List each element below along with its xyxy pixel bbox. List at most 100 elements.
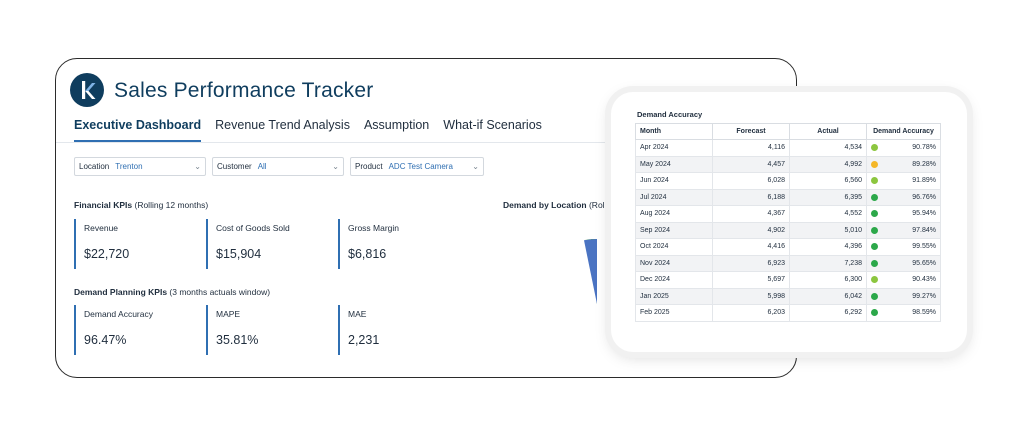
accuracy-value: 91.89% [912, 177, 936, 185]
mae-kpi-card: MAE 2,231 [338, 305, 460, 355]
status-dot-icon [871, 226, 878, 234]
chevron-down-icon: ⌄ [194, 162, 201, 171]
tab-executive-dashboard[interactable]: Executive Dashboard [74, 118, 202, 142]
accuracy-value: 99.55% [912, 243, 936, 251]
tab-revenue-trend-analysis[interactable]: Revenue Trend Analysis [215, 118, 350, 132]
cell-demand-accuracy: 95.94% [866, 205, 941, 223]
table-row: Jun 2024 6,028 6,560 91.89% [635, 172, 941, 190]
cell-actual: 4,992 [789, 155, 867, 173]
cell-actual: 6,395 [789, 188, 867, 206]
cell-demand-accuracy: 97.84% [866, 221, 941, 239]
location-filter[interactable]: Location Trenton ⌄ [74, 157, 206, 176]
accuracy-cell-content: 91.89% [871, 177, 936, 185]
pie-slice-small[interactable] [584, 239, 597, 304]
status-dot-icon [871, 210, 878, 218]
status-dot-icon [871, 292, 878, 300]
kpi-label: MAPE [216, 309, 241, 319]
app-title: Sales Performance Tracker [114, 79, 374, 102]
tab-divider [56, 142, 796, 143]
table-header-row: Month Forecast Actual Demand Accuracy [635, 123, 941, 140]
chevron-down-icon: ⌄ [332, 162, 339, 171]
location-filter-value: Trenton [115, 162, 143, 171]
cell-month: Jul 2024 [635, 188, 713, 206]
table-row: Apr 2024 4,116 4,534 90.78% [635, 139, 941, 157]
column-header-demand-accuracy: Demand Accuracy [866, 123, 941, 140]
product-filter-value: ADC Test Camera [388, 162, 453, 171]
kpi-value: 35.81% [216, 333, 259, 347]
cell-actual: 6,042 [789, 287, 867, 305]
tab-bar: Executive Dashboard Revenue Trend Analys… [74, 118, 556, 142]
cell-actual: 5,010 [789, 221, 867, 239]
accuracy-cell-content: 99.27% [871, 292, 936, 300]
column-header-actual: Actual [789, 123, 867, 140]
demand-by-location-subtitle: (Rolling [588, 200, 618, 210]
customer-filter[interactable]: Customer All ⌄ [212, 157, 344, 176]
kpi-label: Revenue [84, 223, 119, 233]
customer-filter-value: All [257, 162, 267, 171]
demand-by-location-pie [584, 239, 597, 304]
accuracy-cell-content: 95.65% [871, 259, 936, 267]
cell-demand-accuracy: 99.55% [866, 238, 941, 256]
table-row: May 2024 4,457 4,992 89.28% [635, 155, 941, 173]
cell-month: Sep 2024 [635, 221, 713, 239]
accuracy-value: 99.27% [912, 292, 936, 300]
cell-forecast: 6,203 [712, 304, 790, 322]
accuracy-cell-content: 99.55% [871, 243, 936, 251]
accuracy-cell-content: 98.59% [871, 309, 936, 317]
cell-demand-accuracy: 99.27% [866, 287, 941, 305]
kpi-value: 96.47% [84, 333, 127, 347]
cell-month: Oct 2024 [635, 238, 713, 256]
demand-planning-kpis-subtitle: (3 months actuals window) [169, 287, 271, 297]
customer-filter-label: Customer [217, 162, 252, 171]
location-filter-label: Location [79, 162, 110, 171]
cell-forecast: 4,902 [712, 221, 790, 239]
kpi-value: $15,904 [216, 247, 262, 261]
financial-kpis-subtitle: (Rolling 12 months) [134, 200, 209, 210]
cell-month: Nov 2024 [635, 254, 713, 272]
column-header-forecast: Forecast [712, 123, 790, 140]
cell-demand-accuracy: 96.76% [866, 188, 941, 206]
cell-forecast: 6,188 [712, 188, 790, 206]
cell-forecast: 4,116 [712, 139, 790, 157]
chevron-down-icon: ⌄ [472, 162, 479, 171]
cell-forecast: 6,923 [712, 254, 790, 272]
accuracy-value: 95.94% [912, 210, 936, 218]
cell-demand-accuracy: 90.43% [866, 271, 941, 289]
revenue-kpi-card: Revenue $22,720 [74, 219, 196, 269]
accuracy-value: 97.84% [912, 226, 936, 234]
cell-month: Jun 2024 [635, 172, 713, 190]
accuracy-value: 95.65% [912, 259, 936, 267]
cell-actual: 6,300 [789, 271, 867, 289]
demand-accuracy-kpi-card: Demand Accuracy 96.47% [74, 305, 196, 355]
status-dot-icon [871, 243, 878, 251]
table-row: Nov 2024 6,923 7,238 95.65% [635, 254, 941, 272]
status-dot-icon [871, 160, 878, 168]
cell-demand-accuracy: 91.89% [866, 172, 941, 190]
accuracy-cell-content: 90.78% [871, 144, 936, 152]
tab-what-if-scenarios[interactable]: What-if Scenarios [443, 118, 542, 132]
status-dot-icon [871, 193, 878, 201]
accuracy-value: 90.43% [912, 276, 936, 284]
cell-forecast: 4,367 [712, 205, 790, 223]
cell-demand-accuracy: 98.59% [866, 304, 941, 322]
kpi-label: Demand Accuracy [84, 309, 153, 319]
table-row: Aug 2024 4,367 4,552 95.94% [635, 205, 941, 223]
accuracy-cell-content: 97.84% [871, 226, 936, 234]
demand-planning-kpis-title: Demand Planning KPIs [74, 287, 168, 297]
cell-month: Jan 2025 [635, 287, 713, 305]
cell-month: Apr 2024 [635, 139, 713, 157]
table-row: Feb 2025 6,203 6,292 98.59% [635, 304, 941, 322]
kpi-value: $22,720 [84, 247, 130, 261]
tab-assumption[interactable]: Assumption [363, 118, 430, 132]
product-filter[interactable]: Product ADC Test Camera ⌄ [350, 157, 484, 176]
filter-bar: Location Trenton ⌄ Customer All ⌄ Produc… [74, 157, 484, 176]
cell-demand-accuracy: 90.78% [866, 139, 941, 157]
cell-forecast: 5,998 [712, 287, 790, 305]
cell-actual: 4,396 [789, 238, 867, 256]
financial-kpis-title: Financial KPIs [74, 200, 133, 210]
table-row: Dec 2024 5,697 6,300 90.43% [635, 271, 941, 289]
cell-forecast: 5,697 [712, 271, 790, 289]
accuracy-value: 89.28% [912, 160, 936, 168]
cell-actual: 6,292 [789, 304, 867, 322]
cell-month: Aug 2024 [635, 205, 713, 223]
